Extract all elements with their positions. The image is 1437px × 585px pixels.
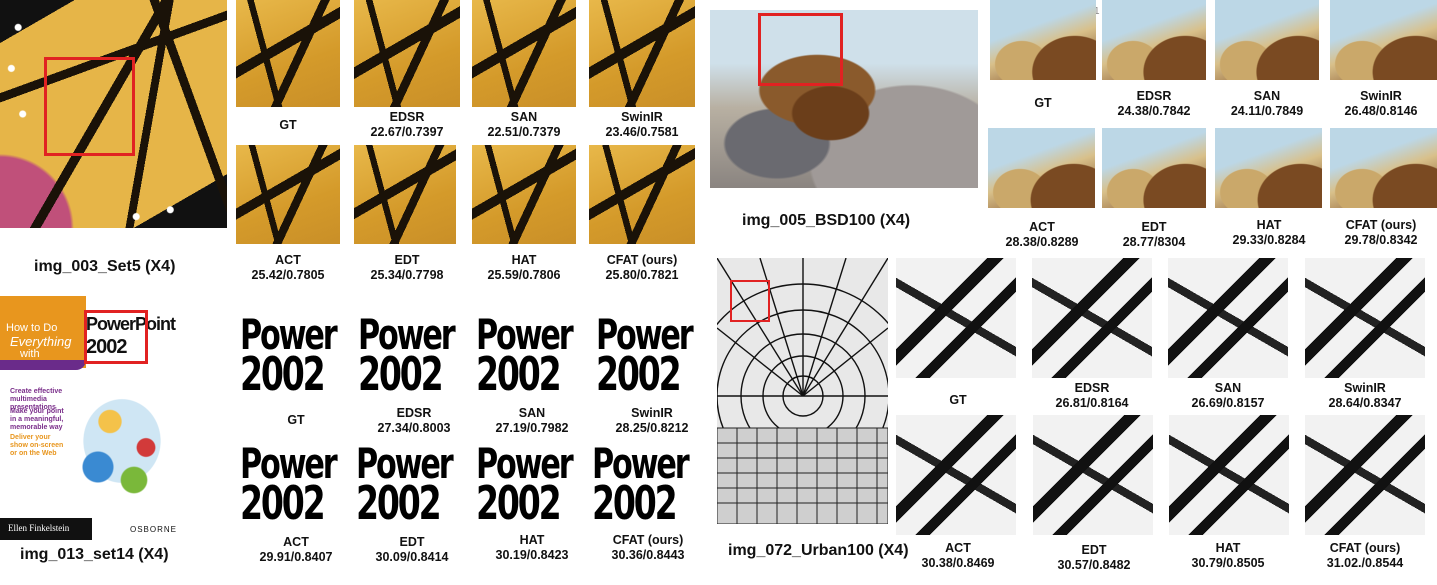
set14-label-edsr: EDSR 27.34/0.8003: [377, 406, 451, 435]
bsd100-patch-act: [988, 128, 1095, 208]
set14-label-edt: EDT 30.09/0.8414: [375, 535, 449, 564]
cover-bullet-3: Deliver your show on-screen or on the We…: [10, 434, 64, 457]
set5-caption: img_003_Set5 (X4): [34, 258, 176, 275]
cover-everything: Everything: [10, 334, 72, 349]
bsd100-patch-edt: [1102, 128, 1206, 208]
set14-label-act: ACT 29.91/0.8407: [259, 535, 333, 564]
set14-caption: img_013_set14 (X4): [20, 546, 169, 563]
bsd100-full-image: [710, 10, 978, 188]
set5-full-image: [0, 0, 227, 228]
bsd100-label-san: SAN 24.11/0.7849: [1230, 89, 1304, 118]
set14-label-cfat: CFAT (ours) 30.36/0.8443: [611, 533, 685, 562]
urban100-patch-cfat: [1305, 415, 1425, 535]
set5-label-hat: HAT 25.59/0.7806: [487, 253, 561, 282]
set5-patch-act: [236, 145, 340, 244]
cover-purple-swoosh: [0, 360, 86, 370]
urban100-patch-san: [1168, 258, 1288, 378]
bsd100-label-hat: HAT 29.33/0.8284: [1232, 218, 1306, 247]
cover-author: Ellen Finkelstein: [8, 523, 70, 533]
urban100-label-hat: HAT 30.79/0.8505: [1191, 541, 1265, 570]
zoom-region-box: [84, 310, 148, 364]
urban100-label-gt: GT: [949, 393, 967, 407]
set14-label-swinir: SwinIR 28.25/0.8212: [615, 406, 689, 435]
cover-illustration: [62, 376, 182, 506]
set14-patch-gt: Power 2002: [240, 308, 352, 404]
bsd100-patch-san: [1215, 0, 1319, 80]
set14-label-hat: HAT 30.19/0.8423: [495, 533, 569, 562]
urban100-patch-edsr: [1032, 258, 1152, 378]
zoom-region-box: [44, 57, 135, 156]
urban100-patch-act: [896, 415, 1016, 535]
bsd100-label-edt: EDT 28.77/8304: [1122, 220, 1186, 249]
set5-label-edt: EDT 25.34/0.7798: [370, 253, 444, 282]
urban100-label-san: SAN 26.69/0.8157: [1191, 381, 1265, 410]
set14-patch-edsr: Power 2002: [358, 308, 470, 404]
zoom-region-box: [758, 13, 843, 86]
set5-patch-cfat: [589, 145, 695, 244]
bsd100-patch-cfat: [1330, 128, 1437, 208]
set14-patch-edt: Power 2002: [356, 437, 468, 533]
bsd100-patch-gt: [990, 0, 1096, 80]
set5-patch-hat: [472, 145, 576, 244]
bsd100-label-edsr: EDSR 24.38/0.7842: [1117, 89, 1191, 118]
set5-label-swinir: SwinIR 23.46/0.7581: [605, 110, 679, 139]
set14-patch-act: Power 2002: [240, 437, 352, 533]
set14-patch-swinir: Power 2002: [596, 308, 708, 404]
cover-with: with: [20, 348, 40, 360]
dome-graphic: [717, 258, 888, 524]
bsd100-caption: img_005_BSD100 (X4): [742, 212, 911, 229]
urban100-patch-swinir: [1305, 258, 1425, 378]
cover-bullet-2: Make your point in a meaningful, memorab…: [10, 408, 64, 431]
urban100-patch-edt: [1033, 415, 1153, 535]
cover-author-bar: [0, 518, 92, 540]
urban100-label-act: ACT 30.38/0.8469: [921, 541, 995, 570]
set14-book-cover: How to Do Everything with PowerPoint 200…: [0, 296, 228, 540]
urban100-label-cfat: CFAT (ours) 31.02./0.8544: [1326, 541, 1404, 570]
set14-label-san: SAN 27.19/0.7982: [495, 406, 569, 435]
set5-patch-san: [472, 0, 576, 107]
urban100-label-edsr: EDSR 26.81/0.8164: [1055, 381, 1129, 410]
bsd100-label-swinir: SwinIR 26.48/0.8146: [1344, 89, 1418, 118]
cover-year: 2002: [86, 336, 127, 358]
bsd100-label-act: ACT 28.38/0.8289: [1005, 220, 1079, 249]
urban100-label-edt: EDT 30.57/0.8482: [1057, 543, 1131, 572]
urban100-caption: img_072_Urban100 (X4): [728, 542, 909, 559]
cover-publisher: OSBORNE: [130, 525, 178, 534]
cover-how-to: How to Do: [6, 322, 58, 334]
bsd100-patch-swinir: [1330, 0, 1437, 80]
bsd100-patch-edsr: [1102, 0, 1206, 80]
set14-patch-san: Power 2002: [476, 308, 588, 404]
cover-orange-band: [0, 296, 86, 368]
set5-patch-edt: [354, 145, 456, 244]
urban100-full-image: [717, 258, 888, 524]
bsd100-label-cfat: CFAT (ours) 29.78/0.8342: [1344, 218, 1418, 247]
set5-patch-swinir: [589, 0, 695, 107]
zoom-region-box: [730, 280, 770, 322]
set5-patch-gt: [236, 0, 340, 107]
cover-powerpoint: PowerPoint: [86, 314, 176, 334]
bsd100-label-gt: GT: [1034, 96, 1052, 110]
urban100-patch-gt: [896, 258, 1016, 378]
set5-patch-edsr: [354, 0, 460, 107]
set14-patch-hat: Power 2002: [476, 437, 588, 533]
cover-bullet-1: Create effective multimedia presentation…: [10, 388, 63, 411]
bsd100-patch-hat: [1215, 128, 1322, 208]
set5-label-cfat: CFAT (ours) 25.80/0.7821: [605, 253, 679, 282]
set5-label-act: ACT 25.42/0.7805: [251, 253, 325, 282]
set14-patch-cfat: Power 2002: [592, 437, 704, 533]
set5-label-edsr: EDSR 22.67/0.7397: [370, 110, 444, 139]
stray-mark: 1: [1094, 6, 1100, 17]
set14-label-gt: GT: [287, 413, 305, 427]
set5-label-san: SAN 22.51/0.7379: [487, 110, 561, 139]
set5-label-gt: GT: [279, 118, 297, 132]
urban100-label-swinir: SwinIR 28.64/0.8347: [1328, 381, 1402, 410]
urban100-patch-hat: [1169, 415, 1289, 535]
